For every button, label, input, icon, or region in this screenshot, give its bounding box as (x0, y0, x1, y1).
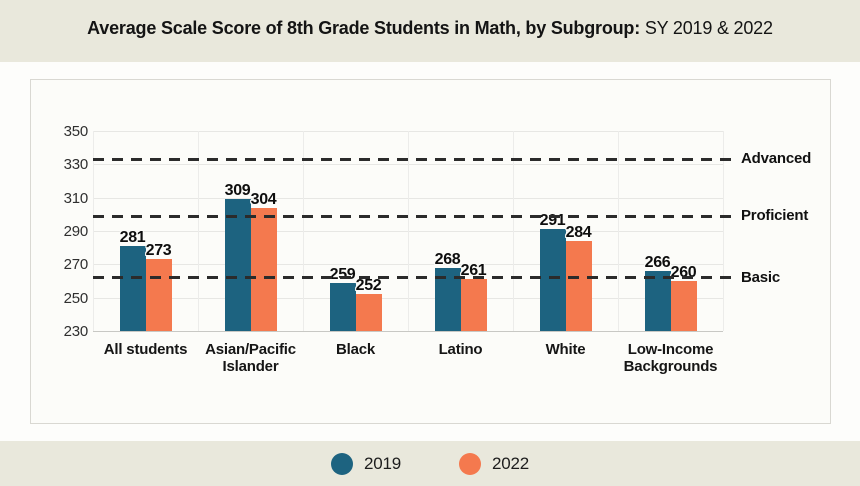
chart-title: Average Scale Score of 8th Grade Student… (0, 18, 860, 39)
chart-title-suffix: SY 2019 & 2022 (640, 18, 773, 38)
legend-swatch-2022 (459, 453, 481, 475)
legend-item-2022: 2022 (459, 453, 529, 475)
chart-card (30, 79, 831, 424)
legend-item-2019: 2019 (330, 453, 401, 475)
legend-label-2022: 2022 (492, 454, 530, 473)
legend: 2019 2022 (0, 450, 860, 478)
legend-label-2019: 2019 (363, 454, 401, 473)
chart-title-main: Average Scale Score of 8th Grade Student… (87, 18, 641, 38)
legend-swatch-2019 (330, 453, 353, 475)
